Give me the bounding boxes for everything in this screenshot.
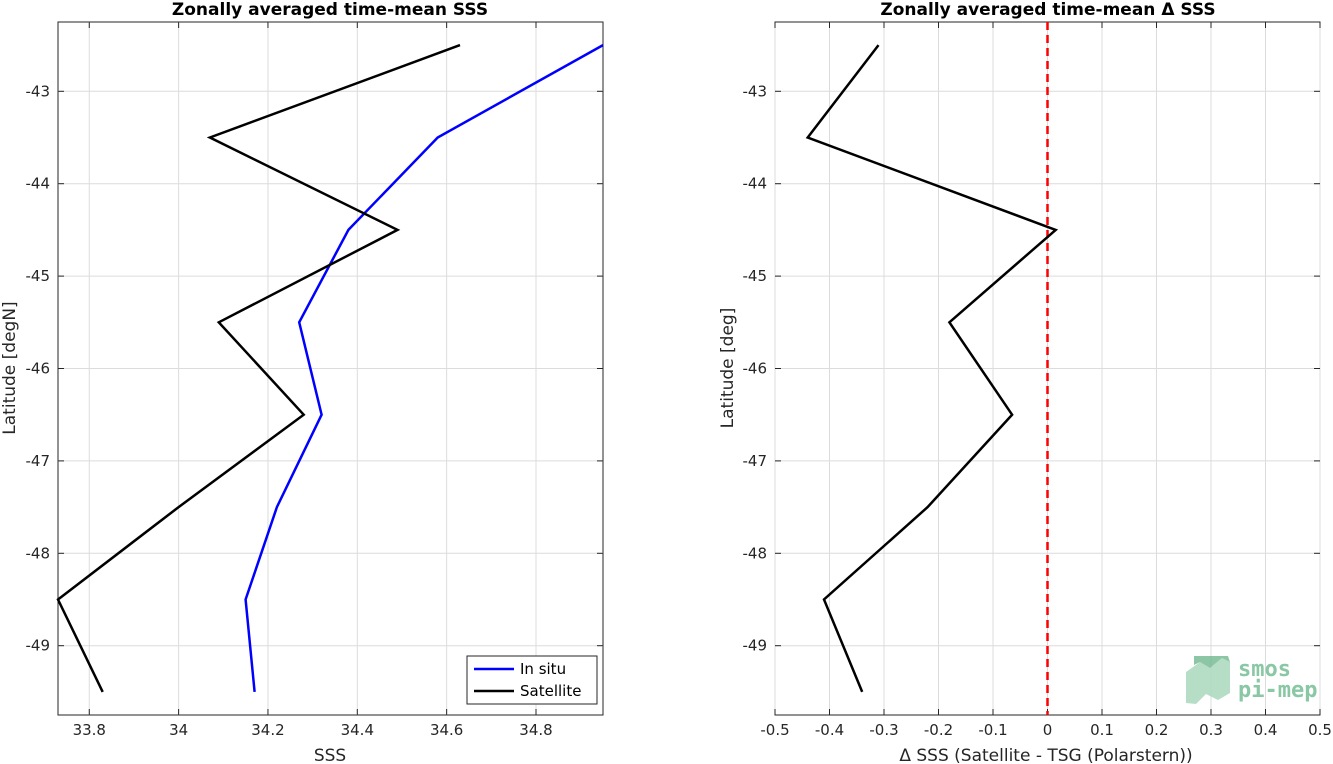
chart-title: Zonally averaged time-mean Δ SSS — [880, 0, 1215, 20]
x-tick-label: 0.4 — [1254, 721, 1278, 739]
y-tick-label: -43 — [743, 82, 768, 100]
x-tick-label: -0.4 — [815, 721, 844, 739]
axis-ticks: 33.8 34 34.2 34.4 34.6 34.8 -43 -44 -45 -46 -47 -48… — [26, 22, 603, 739]
x-axis-label: Δ SSS (Satellite - TSG (Polarstern)) — [899, 746, 1192, 764]
x-tick-label: 0.3 — [1199, 721, 1223, 739]
y-tick-label: -45 — [26, 267, 51, 285]
y-tick-label: -47 — [743, 452, 768, 470]
y-tick-label: -45 — [743, 267, 768, 285]
x-tick-label: -0.1 — [978, 721, 1007, 739]
logo-waves-icon — [1186, 658, 1230, 704]
series-lines — [805, 44, 1059, 693]
series-line-satellite — [56, 43, 461, 693]
x-tick-label: 0.1 — [1090, 721, 1114, 739]
y-tick-label: -48 — [743, 544, 768, 562]
grid — [58, 22, 603, 715]
x-tick-label: 0.2 — [1145, 721, 1169, 739]
legend-box — [466, 655, 598, 705]
y-tick-label: -49 — [743, 637, 768, 655]
legend-label-in-situ: In situ — [520, 660, 566, 678]
logo-text-smos: smos — [1238, 657, 1291, 682]
chart-delta-sss: -0.5 -0.4 -0.3 -0.2 -0.1 0 0.1 0.2 0.3 0.4 0.5 -43 -… — [718, 0, 1332, 764]
logo-text-pi-mep: pi-mep — [1238, 678, 1317, 703]
x-tick-label: 34.2 — [251, 721, 284, 739]
series-line-series-0 — [805, 44, 1059, 693]
legend-label-satellite: Satellite — [520, 682, 581, 700]
x-tick-label: 0 — [1043, 721, 1053, 739]
x-tick-label: 34 — [169, 721, 188, 739]
y-tick-label: -46 — [743, 360, 768, 378]
y-tick-label: -43 — [26, 82, 51, 100]
legend: In situ Satellite — [466, 655, 598, 705]
x-tick-label: -0.2 — [924, 721, 953, 739]
x-tick-label: -0.3 — [869, 721, 898, 739]
y-axis-label: Latitude [deg] — [718, 308, 738, 429]
x-tick-label: 34.8 — [519, 721, 552, 739]
x-tick-label: 0.5 — [1308, 721, 1332, 739]
axis-ticks: -0.5 -0.4 -0.3 -0.2 -0.1 0 0.1 0.2 0.3 0.4 0.5 -43 -… — [743, 22, 1332, 739]
x-tick-label: -0.5 — [760, 721, 789, 739]
series-lines — [56, 43, 604, 693]
y-axis-label: Latitude [degN] — [0, 301, 20, 434]
series-line-in-situ — [244, 44, 604, 693]
y-tick-label: -49 — [26, 637, 51, 655]
chart-title: Zonally averaged time-mean SSS — [172, 0, 488, 20]
logo-waves-icon-back — [1194, 656, 1230, 668]
x-tick-label: 34.6 — [430, 721, 463, 739]
x-tick-label: 34.4 — [341, 721, 374, 739]
y-tick-label: -47 — [26, 452, 51, 470]
x-tick-label: 33.8 — [73, 721, 106, 739]
y-tick-label: -46 — [26, 360, 51, 378]
y-tick-label: -48 — [26, 544, 51, 562]
chart-sss: 33.8 34 34.2 34.4 34.6 34.8 -43 -44 -45 -46 -47 -48… — [0, 0, 604, 764]
x-axis-label: SSS — [314, 746, 346, 764]
y-tick-label: -44 — [743, 175, 768, 193]
smos-pi-mep-logo: smos pi-mep — [1186, 656, 1317, 704]
y-tick-label: -44 — [26, 175, 51, 193]
